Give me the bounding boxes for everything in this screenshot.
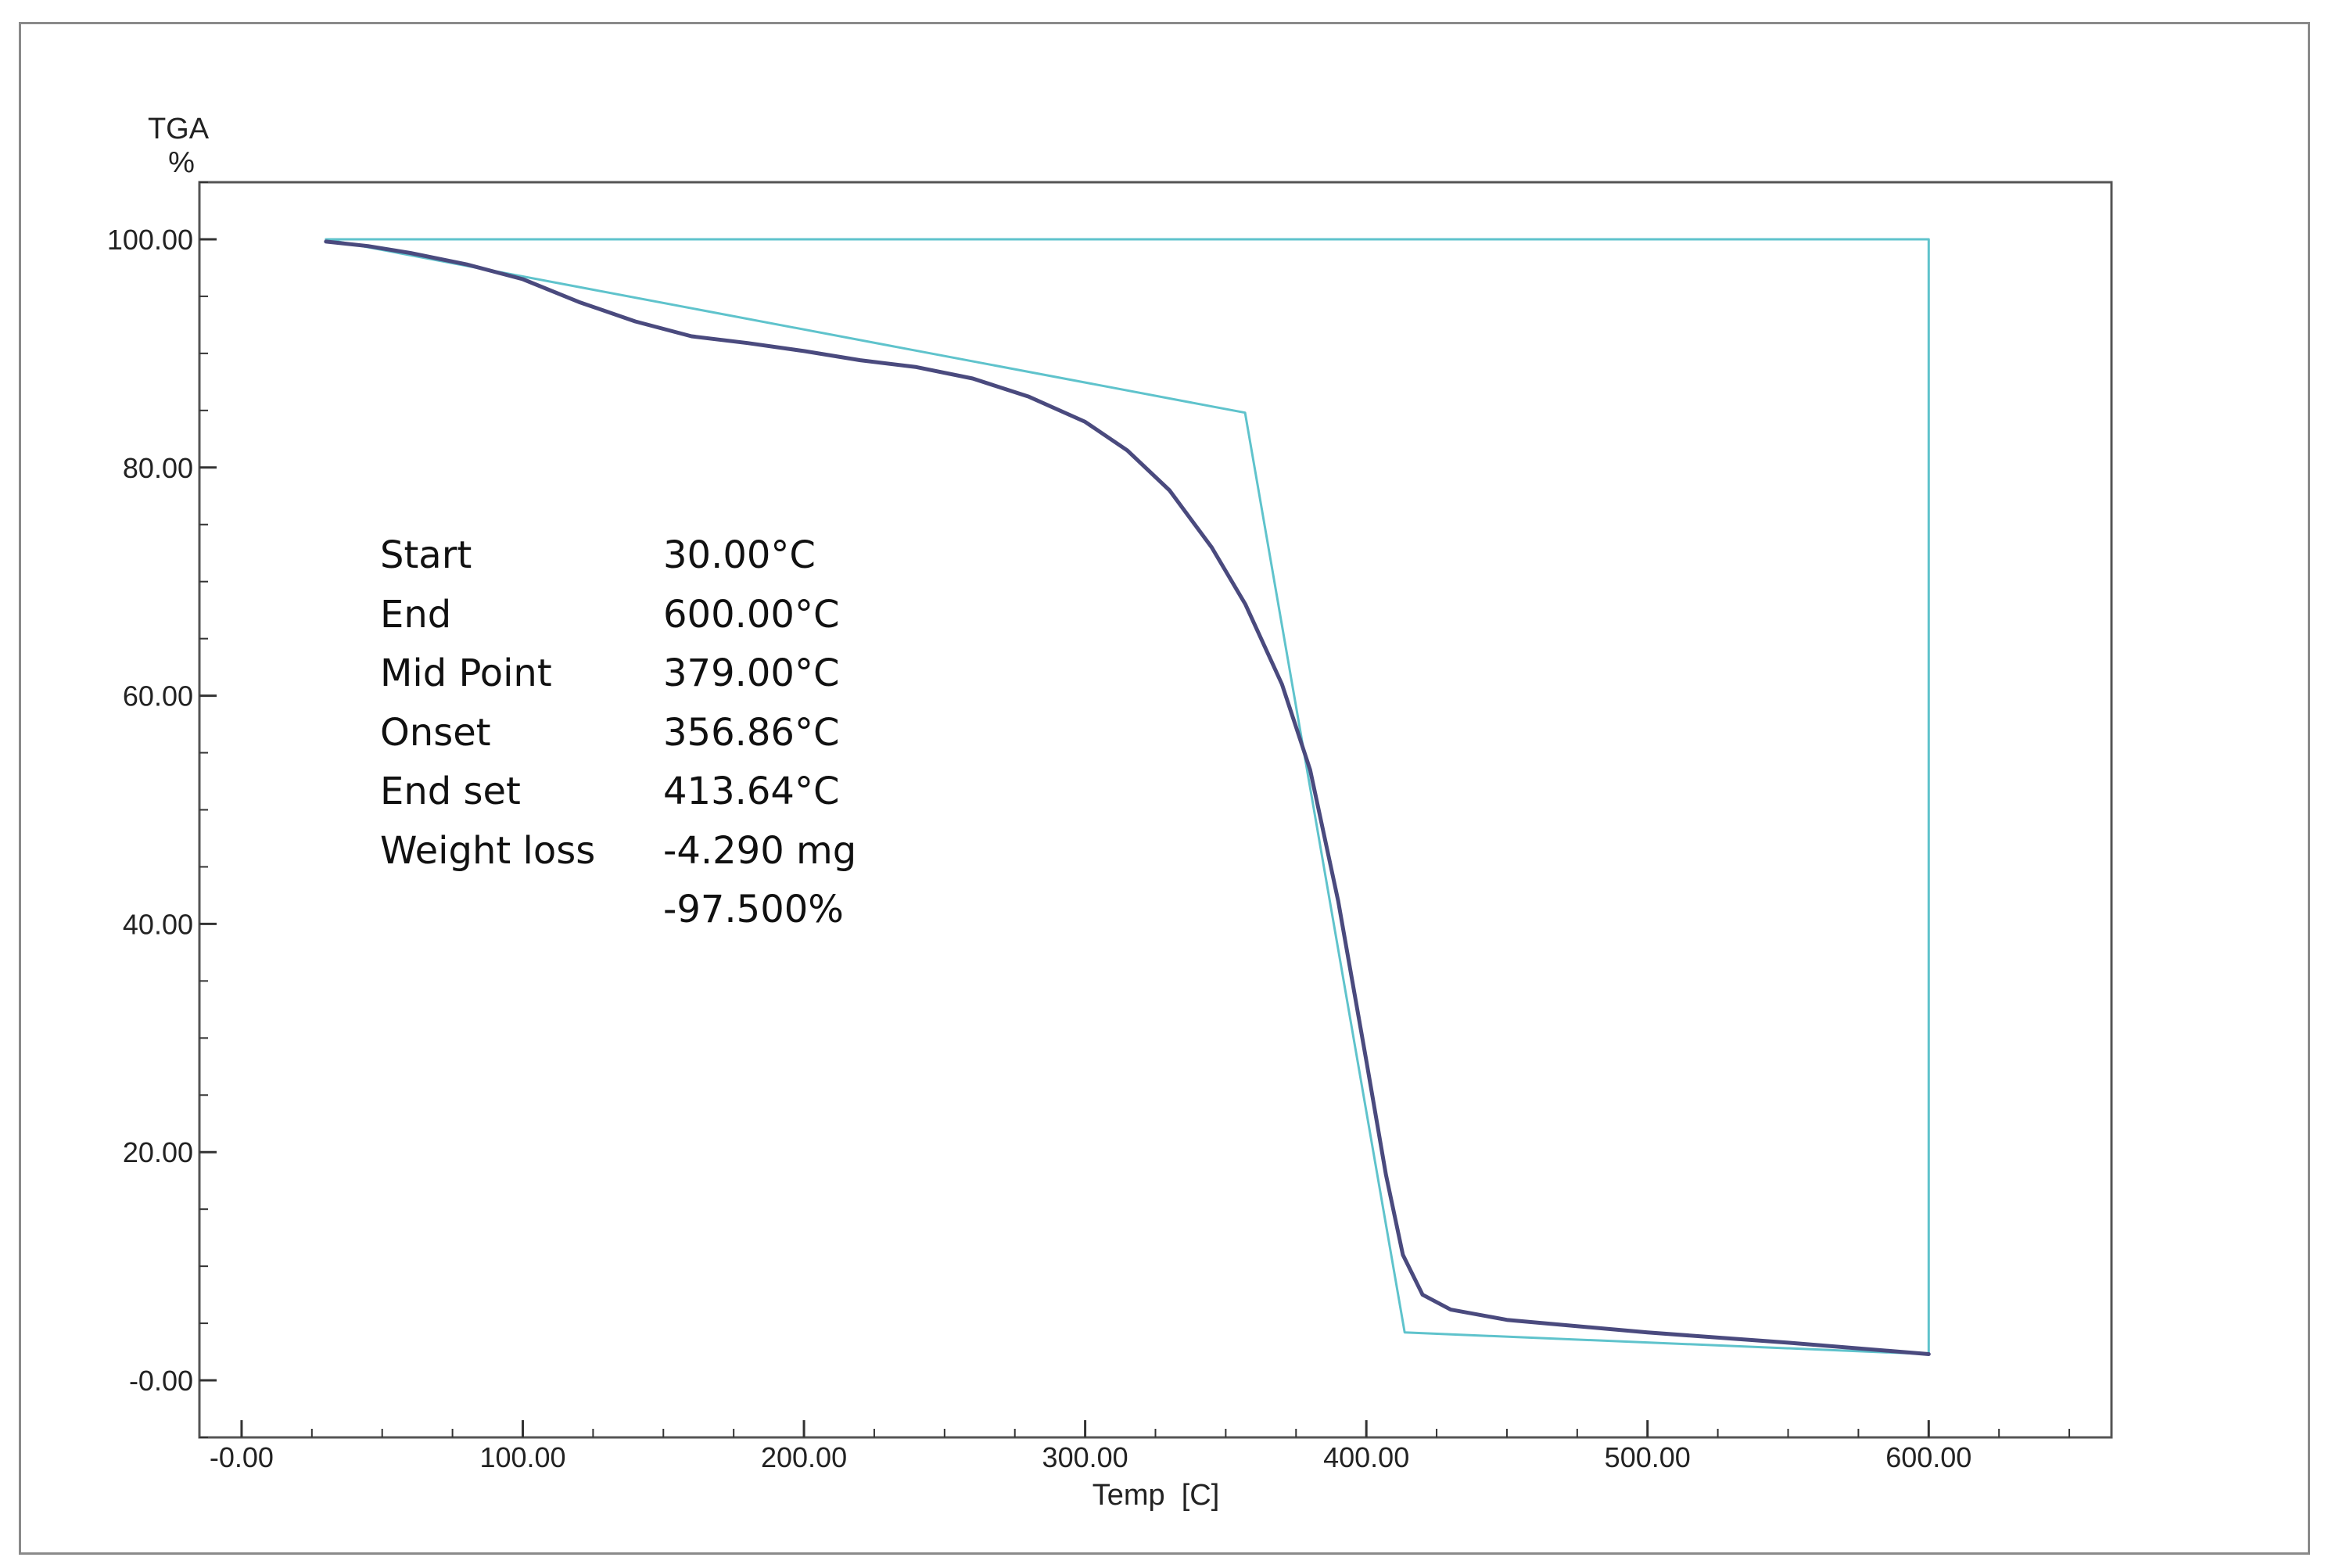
info-row: End 600.00°C (380, 586, 856, 645)
x-tick-label: 500.00 (1605, 1441, 1691, 1473)
y-tick-label: 80.00 (123, 452, 193, 484)
info-row: Mid Point 379.00°C (380, 644, 856, 704)
info-value: 30.00°C (663, 533, 816, 577)
y-axis-ticks: -0.00 20.00 40.00 60.00 80.00 100.00 (107, 181, 217, 1438)
info-row: Onset 356.86°C (380, 704, 856, 763)
analysis-results-panel: Start 30.00°C End 600.00°C Mid Point 379.00°C… (380, 526, 856, 940)
plot-area (198, 181, 2113, 1439)
info-row: Start 30.00°C (380, 526, 856, 586)
x-tick-label: 400.00 (1323, 1441, 1409, 1473)
info-row: -97.500% (380, 881, 856, 940)
info-row: End set 413.64°C (380, 762, 856, 822)
y-tick-label: -0.00 (129, 1365, 193, 1397)
x-tick-label: 600.00 (1885, 1441, 1971, 1473)
y-tick-label: 40.00 (123, 908, 193, 940)
info-value: 600.00°C (663, 592, 840, 637)
construction-lines (325, 238, 1930, 1355)
y-tick-label: 100.00 (107, 224, 193, 256)
info-label: End set (380, 770, 521, 813)
x-axis-label: Temp [C] (1092, 1479, 1220, 1512)
x-tick-label: -0.00 (210, 1441, 274, 1473)
x-tick-label: 300.00 (1042, 1441, 1128, 1473)
info-value: -97.500% (663, 888, 844, 931)
y-tick-label: 60.00 (123, 680, 193, 712)
info-label: End (380, 592, 452, 637)
info-value: 413.64°C (663, 770, 840, 813)
info-label: Onset (380, 710, 491, 755)
info-value: -4.290 mg (663, 828, 857, 873)
info-value: 379.00°C (663, 651, 840, 695)
info-label: Weight loss (380, 828, 596, 873)
x-tick-label: 100.00 (479, 1441, 565, 1473)
y-axis-label-line2: % (168, 146, 195, 179)
x-tick-label: 200.00 (761, 1441, 847, 1473)
series-layer (324, 238, 1931, 1356)
x-axis-ticks: -0.00 100.00 200.00 300.00 400.00 500.00 600.0… (210, 1420, 2071, 1473)
info-label: Mid Point (380, 651, 552, 695)
tga-curve (324, 239, 1931, 1356)
info-label (380, 881, 663, 940)
info-row: Weight loss -4.290 mg (380, 822, 856, 881)
y-tick-label: 20.00 (123, 1136, 193, 1168)
info-label: Start (380, 533, 472, 577)
y-axis-label-line1: TGA (148, 113, 210, 145)
info-value: 356.86°C (663, 710, 840, 755)
